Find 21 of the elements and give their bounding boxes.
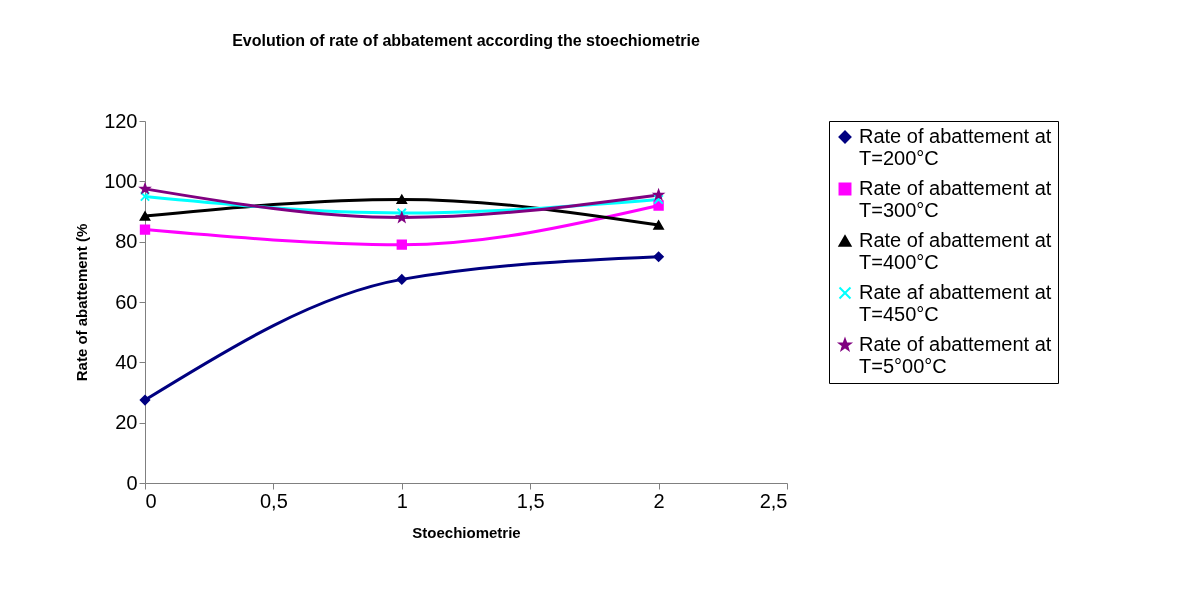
x-tick-label: 2 <box>653 489 665 512</box>
x-tick-label: 1,5 <box>516 489 545 512</box>
x-tick-label: 1 <box>396 489 408 512</box>
chart-title: Evolution of rate of abbatement according the stoechiometrie <box>232 32 700 49</box>
legend-label: Rate af abattement at T=450°C <box>859 281 1052 325</box>
y-axis-title: Rate of abattement (% <box>73 223 91 382</box>
legend-label: Rate of abattement at T=200°C <box>859 125 1052 169</box>
y-tick-label: 100 <box>104 169 138 192</box>
legend-label: Rate of abattement at T=400°C <box>859 229 1052 273</box>
x-tick-label: 0 <box>145 489 157 512</box>
y-tick-label: 60 <box>115 290 138 313</box>
legend-label: Rate of abattement at T=300°C <box>859 177 1052 221</box>
x-tick-label: 2,5 <box>759 489 788 512</box>
y-tick-label: 40 <box>115 350 138 373</box>
x-axis-title: Stoechiometrie <box>412 523 521 541</box>
x-tick-label: 0,5 <box>259 489 288 512</box>
y-tick-label: 20 <box>115 411 138 434</box>
y-tick-label: 120 <box>104 109 138 132</box>
legend-label: Rate of abattement at T=5°00°C <box>859 333 1052 377</box>
y-tick-label: 80 <box>115 230 138 253</box>
y-tick-label: 0 <box>126 471 138 494</box>
